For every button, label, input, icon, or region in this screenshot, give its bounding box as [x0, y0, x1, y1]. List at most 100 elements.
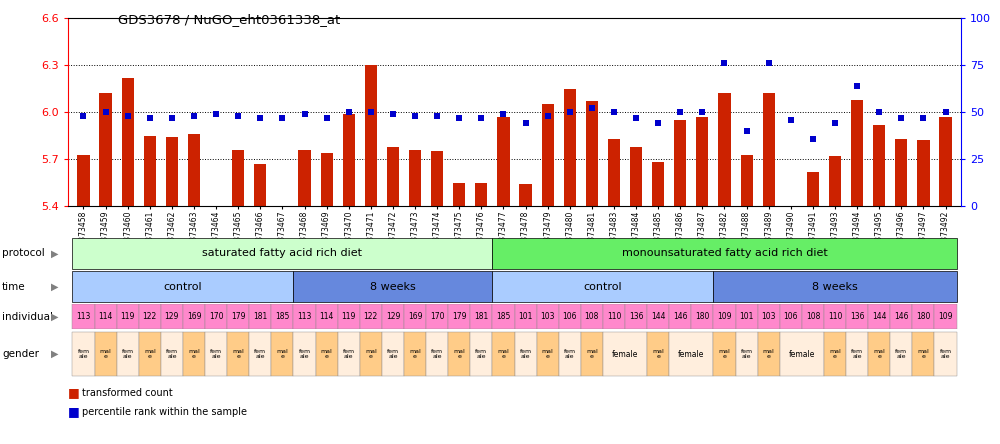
Point: [606, 109, 622, 116]
Bar: [934, 332, 957, 377]
Bar: [868, 304, 890, 329]
Bar: [183, 304, 205, 329]
Bar: [470, 304, 492, 329]
Bar: [736, 304, 758, 329]
Point: [319, 114, 335, 121]
Bar: [293, 271, 492, 302]
Bar: [343, 114, 355, 206]
Text: 181: 181: [474, 312, 488, 321]
Bar: [360, 304, 382, 329]
Bar: [559, 304, 581, 329]
Text: 103: 103: [761, 312, 776, 321]
Bar: [404, 332, 426, 377]
Bar: [338, 304, 360, 329]
Bar: [846, 304, 868, 329]
Text: fem
ale: fem ale: [741, 349, 753, 359]
Text: 129: 129: [165, 312, 179, 321]
Text: 179: 179: [452, 312, 466, 321]
Bar: [205, 332, 227, 377]
Bar: [713, 332, 736, 377]
Bar: [117, 304, 139, 329]
Text: 129: 129: [386, 312, 400, 321]
Bar: [780, 304, 802, 329]
Bar: [338, 332, 360, 377]
Bar: [537, 304, 559, 329]
Bar: [625, 304, 647, 329]
Text: 144: 144: [872, 312, 886, 321]
Point: [694, 109, 710, 116]
Text: mal
e: mal e: [100, 349, 111, 359]
Bar: [652, 163, 664, 206]
Bar: [365, 65, 377, 206]
Point: [893, 114, 909, 121]
Bar: [917, 140, 930, 206]
Bar: [713, 271, 957, 302]
Text: 109: 109: [938, 312, 953, 321]
Bar: [802, 304, 824, 329]
Point: [363, 109, 379, 116]
Point: [98, 109, 114, 116]
Text: ▶: ▶: [51, 281, 59, 292]
Bar: [95, 332, 117, 377]
Bar: [758, 332, 780, 377]
Bar: [696, 117, 708, 206]
Bar: [537, 332, 559, 377]
Text: 106: 106: [784, 312, 798, 321]
Text: 179: 179: [231, 312, 245, 321]
Bar: [95, 304, 117, 329]
Text: mal
e: mal e: [652, 349, 664, 359]
Text: mal
e: mal e: [232, 349, 244, 359]
Bar: [824, 304, 846, 329]
Text: 106: 106: [563, 312, 577, 321]
Bar: [807, 172, 819, 206]
Text: gender: gender: [2, 349, 39, 359]
Point: [761, 59, 777, 67]
Text: 109: 109: [717, 312, 732, 321]
Point: [650, 120, 666, 127]
Bar: [254, 164, 266, 206]
Text: 101: 101: [518, 312, 533, 321]
Text: 122: 122: [143, 312, 157, 321]
Text: mal
e: mal e: [586, 349, 598, 359]
Bar: [232, 150, 244, 206]
Text: 146: 146: [894, 312, 909, 321]
Text: fem
ale: fem ale: [254, 349, 266, 359]
Text: fem
ale: fem ale: [939, 349, 952, 359]
Point: [407, 112, 423, 119]
Point: [783, 116, 799, 123]
Text: 181: 181: [253, 312, 267, 321]
Bar: [72, 271, 293, 302]
Text: mal
e: mal e: [188, 349, 200, 359]
Bar: [316, 332, 338, 377]
Bar: [895, 139, 907, 206]
Text: 185: 185: [275, 312, 290, 321]
Text: 144: 144: [651, 312, 665, 321]
Text: mal
e: mal e: [409, 349, 421, 359]
Text: control: control: [164, 281, 202, 292]
Bar: [873, 125, 885, 206]
Bar: [492, 304, 514, 329]
Point: [827, 120, 843, 127]
Point: [473, 114, 489, 121]
Bar: [144, 136, 156, 206]
Text: 108: 108: [585, 312, 599, 321]
Bar: [166, 137, 178, 206]
Bar: [293, 332, 316, 377]
Bar: [227, 332, 249, 377]
Bar: [321, 153, 333, 206]
Text: fem
ale: fem ale: [166, 349, 178, 359]
Point: [805, 135, 821, 142]
Text: mal
e: mal e: [873, 349, 885, 359]
Bar: [72, 304, 95, 329]
Text: mal
e: mal e: [321, 349, 332, 359]
Bar: [409, 150, 421, 206]
Bar: [72, 238, 492, 269]
Bar: [139, 332, 161, 377]
Text: 136: 136: [629, 312, 643, 321]
Text: ▶: ▶: [51, 349, 59, 359]
Bar: [586, 101, 598, 206]
Bar: [404, 304, 426, 329]
Text: 170: 170: [209, 312, 223, 321]
Point: [297, 111, 313, 118]
Text: fem
ale: fem ale: [122, 349, 134, 359]
